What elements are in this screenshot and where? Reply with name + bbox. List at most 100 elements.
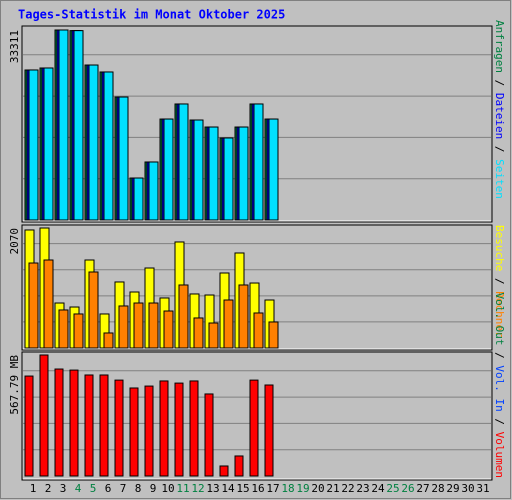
legend-entry: Anfragen xyxy=(493,20,506,73)
x-tick-label: 12 xyxy=(191,482,204,495)
x-tick-label: 18 xyxy=(281,482,294,495)
bar xyxy=(219,465,229,477)
x-tick-label: 2 xyxy=(45,482,52,495)
x-tick-label: 28 xyxy=(431,482,444,495)
bar xyxy=(193,119,204,221)
bar xyxy=(178,103,189,221)
y-tick-label: 33311 xyxy=(8,30,21,63)
legend: Besuche / Rechner xyxy=(493,225,506,338)
bar xyxy=(133,302,144,349)
x-tick-label: 13 xyxy=(206,482,219,495)
bar xyxy=(238,126,249,221)
legend-separator: / xyxy=(493,139,506,159)
bar xyxy=(114,379,124,477)
bar xyxy=(223,137,234,221)
y-tick-label: 567.79 MB xyxy=(8,355,21,415)
x-tick-label: 11 xyxy=(176,482,189,495)
x-tick-label: 26 xyxy=(401,482,414,495)
x-tick-label: 22 xyxy=(341,482,354,495)
legend-entry: Vol. In xyxy=(493,365,506,411)
legend-separator: / xyxy=(493,346,506,366)
bar xyxy=(268,118,279,221)
bar xyxy=(193,317,204,349)
bar xyxy=(69,369,79,477)
x-tick-label: 30 xyxy=(461,482,474,495)
bar xyxy=(88,271,99,349)
x-tick-label: 15 xyxy=(236,482,249,495)
x-tick-label: 4 xyxy=(75,482,82,495)
legend-entry: Vol. Out xyxy=(493,293,506,346)
bar xyxy=(84,374,94,477)
bar xyxy=(118,96,129,221)
bar xyxy=(148,302,159,349)
x-tick-label: 27 xyxy=(416,482,429,495)
bar xyxy=(129,387,139,477)
legend-entry: Dateien xyxy=(493,93,506,139)
bar xyxy=(163,118,174,221)
x-tick-label: 9 xyxy=(150,482,157,495)
bar xyxy=(103,71,114,221)
bar xyxy=(178,284,189,349)
y-tick-label: 2070 xyxy=(8,228,21,255)
bar xyxy=(28,262,39,349)
bar xyxy=(43,259,54,349)
x-tick-label: 23 xyxy=(356,482,369,495)
bar xyxy=(148,161,159,221)
bar xyxy=(39,354,49,477)
legend-separator: / xyxy=(493,73,506,93)
legend-entry: Volumen xyxy=(493,432,506,478)
bar xyxy=(253,103,264,221)
x-tick-label: 21 xyxy=(326,482,339,495)
bar xyxy=(88,64,99,221)
legend-separator: / xyxy=(493,412,506,432)
x-tick-label: 31 xyxy=(476,482,489,495)
bar xyxy=(144,385,154,477)
bar xyxy=(238,284,249,349)
bar xyxy=(234,455,244,477)
legend-entry: Seiten xyxy=(493,159,506,199)
bar xyxy=(204,393,214,477)
legend: Vol. Out / Vol. In / Volumen xyxy=(493,293,506,478)
x-tick-label: 8 xyxy=(135,482,142,495)
bar xyxy=(223,299,234,349)
bar xyxy=(264,384,274,477)
bar xyxy=(208,322,219,349)
x-tick-label: 17 xyxy=(266,482,279,495)
bar xyxy=(99,374,109,477)
bar xyxy=(174,382,184,477)
bar xyxy=(73,313,84,349)
bar xyxy=(208,126,219,221)
legend-entry: Rechner xyxy=(493,291,506,338)
x-tick-label: 24 xyxy=(371,482,385,495)
bar xyxy=(249,379,259,477)
bar xyxy=(133,177,144,221)
x-tick-label: 20 xyxy=(311,482,324,495)
bar xyxy=(43,67,54,221)
bar xyxy=(73,30,84,221)
x-tick-label: 6 xyxy=(105,482,112,495)
legend-separator: / xyxy=(493,271,506,291)
bar xyxy=(268,321,279,349)
bar xyxy=(103,332,114,349)
bar xyxy=(118,305,129,349)
bar xyxy=(189,380,199,477)
bar xyxy=(58,309,69,349)
x-tick-label: 19 xyxy=(296,482,309,495)
x-tick-label: 1 xyxy=(30,482,37,495)
x-tick-label: 5 xyxy=(90,482,97,495)
x-tick-label: 10 xyxy=(161,482,174,495)
bar xyxy=(253,312,264,349)
x-tick-label: 7 xyxy=(120,482,127,495)
legend: Anfragen / Dateien / Seiten xyxy=(493,20,506,199)
legend-entry: Besuche xyxy=(493,225,506,271)
x-tick-label: 16 xyxy=(251,482,264,495)
bar xyxy=(159,380,169,477)
x-tick-label: 29 xyxy=(446,482,459,495)
bar xyxy=(28,69,39,221)
x-tick-label: 3 xyxy=(60,482,67,495)
bar xyxy=(54,368,64,477)
bar xyxy=(58,29,69,221)
bar xyxy=(163,310,174,349)
